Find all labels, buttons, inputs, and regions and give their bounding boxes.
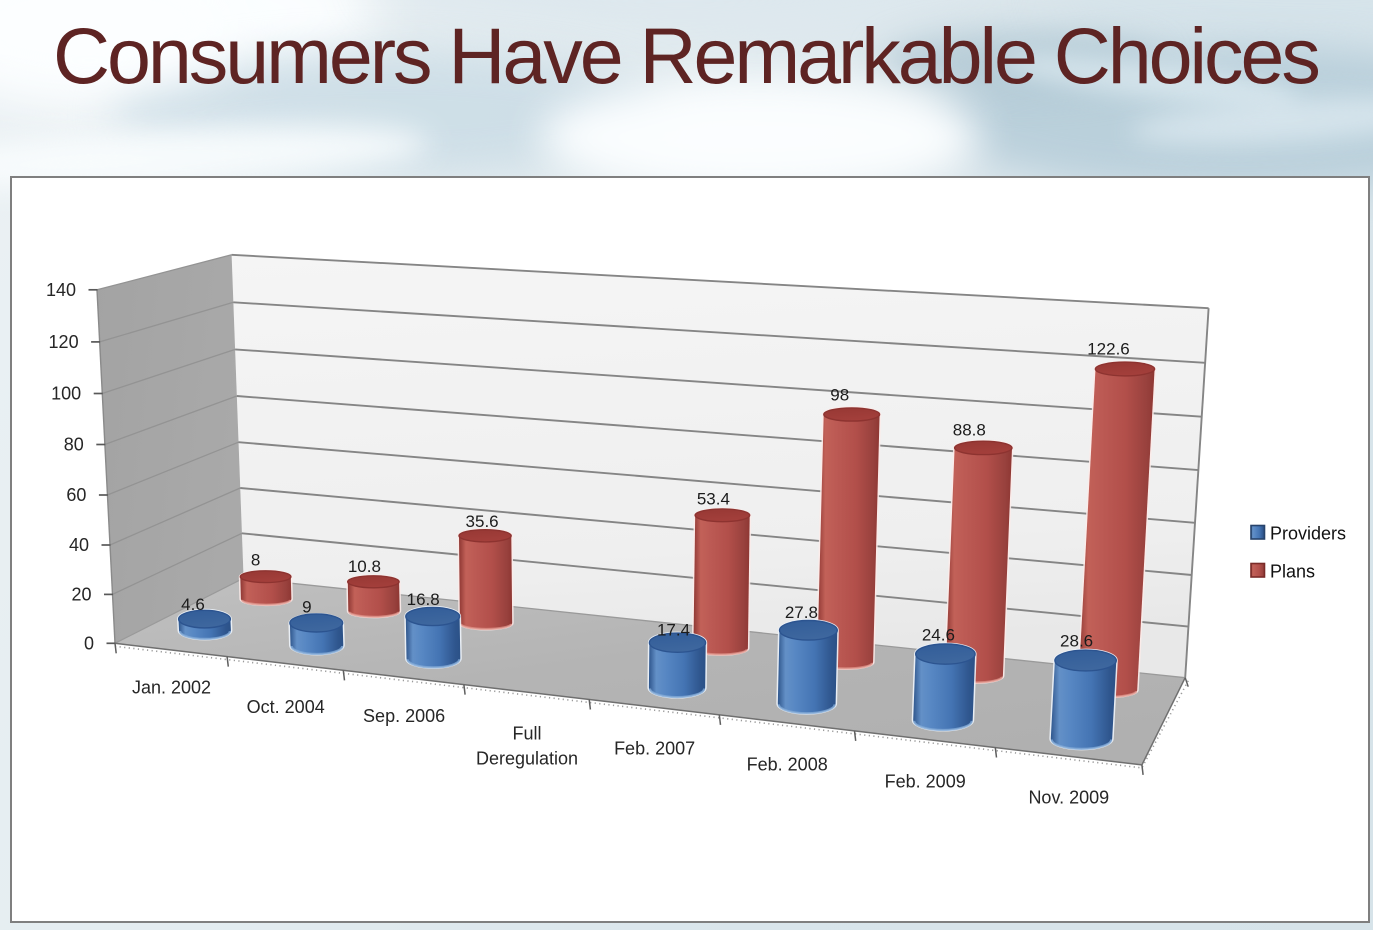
svg-text:Sep. 2006: Sep. 2006 xyxy=(363,706,445,726)
svg-text:17.4: 17.4 xyxy=(657,621,690,640)
svg-text:100: 100 xyxy=(51,384,81,404)
svg-text:Feb. 2009: Feb. 2009 xyxy=(885,771,966,791)
svg-text:Jan. 2002: Jan. 2002 xyxy=(132,677,211,697)
svg-text:0: 0 xyxy=(84,633,94,653)
svg-text:Nov. 2009: Nov. 2009 xyxy=(1028,787,1109,807)
svg-text:24.6: 24.6 xyxy=(922,626,955,645)
svg-text:4.6: 4.6 xyxy=(181,595,205,614)
svg-text:40: 40 xyxy=(69,535,89,555)
svg-text:Deregulation: Deregulation xyxy=(476,748,578,768)
svg-text:53.4: 53.4 xyxy=(697,489,730,508)
svg-text:35.6: 35.6 xyxy=(466,512,499,531)
svg-text:16.8: 16.8 xyxy=(407,590,440,609)
svg-text:Oct. 2004: Oct. 2004 xyxy=(247,697,325,717)
svg-text:10.8: 10.8 xyxy=(348,557,381,576)
svg-text:122.6: 122.6 xyxy=(1087,340,1130,359)
svg-text:Feb. 2008: Feb. 2008 xyxy=(747,754,828,774)
svg-text:140: 140 xyxy=(46,280,76,300)
svg-text:9: 9 xyxy=(302,598,311,617)
svg-text:Plans: Plans xyxy=(1270,562,1315,582)
svg-text:27.8: 27.8 xyxy=(785,603,818,622)
svg-text:Full: Full xyxy=(512,723,541,743)
svg-text:Providers: Providers xyxy=(1270,524,1346,544)
svg-text:120: 120 xyxy=(49,332,79,352)
svg-text:Feb. 2007: Feb. 2007 xyxy=(614,738,695,758)
svg-text:20: 20 xyxy=(71,584,91,604)
svg-text:8: 8 xyxy=(251,550,260,569)
svg-text:88.8: 88.8 xyxy=(953,421,986,440)
svg-text:80: 80 xyxy=(64,435,84,455)
svg-text:60: 60 xyxy=(66,485,86,505)
svg-text:28.6: 28.6 xyxy=(1060,632,1093,651)
svg-text:98: 98 xyxy=(830,385,849,404)
